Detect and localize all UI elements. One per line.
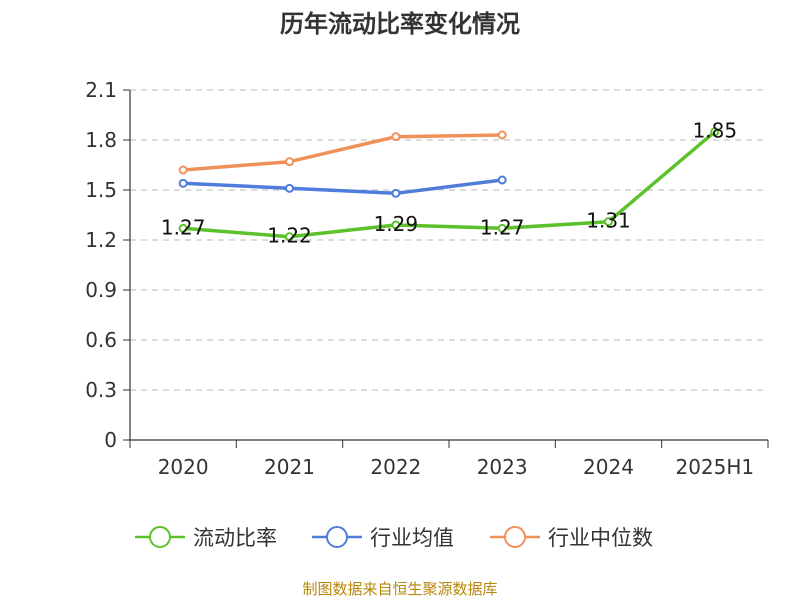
legend-swatch-circle (504, 526, 526, 548)
data-label-2025H1: 1.85 (693, 119, 738, 143)
series-line-2 (183, 133, 503, 172)
data-point-s2-2020 (178, 165, 188, 175)
y-tick-label: 1.8 (85, 128, 117, 152)
data-label-2020: 1.27 (161, 215, 206, 239)
chart-title: 历年流动比率变化情况 (280, 10, 520, 38)
grid-lines (130, 89, 768, 391)
legend-item-2[interactable]: 行业中位数 (490, 526, 653, 550)
data-point-s2-2022 (391, 132, 401, 142)
series-group (178, 127, 720, 242)
y-tick-label: 0.3 (85, 378, 117, 402)
series-line-1 (183, 178, 503, 196)
data-labels: 1.27 1.22 1.29 1.27 1.31 1.85 (161, 119, 737, 248)
legend-swatch-circle (149, 526, 171, 548)
data-point-s0-2021 (285, 232, 294, 242)
x-tick-label-2021: 2021 (264, 455, 315, 479)
y-tick-label: 2.1 (85, 78, 117, 102)
y-tick-label: 0 (104, 428, 117, 452)
legend-swatch-circle (326, 526, 348, 548)
x-tick-label-2020: 2020 (158, 455, 209, 479)
data-point-s1-2022 (391, 188, 401, 198)
data-point-s0-2023 (497, 223, 507, 233)
x-tick-label-2025H1: 2025H1 (675, 455, 754, 479)
legend-label: 行业均值 (370, 526, 454, 550)
legend-label: 行业中位数 (548, 526, 653, 550)
y-tick-label: 1.5 (85, 178, 117, 202)
data-point-s0-2020 (178, 223, 188, 233)
data-label-2024: 1.31 (586, 209, 631, 233)
legend[interactable]: 流动比率 行业均值 行业中位数 (135, 526, 653, 550)
data-label-2021: 1.22 (267, 224, 312, 248)
x-tick-label-2022: 2022 (370, 455, 421, 479)
x-tick-label-2024: 2024 (583, 455, 634, 479)
data-point-s1-2020 (178, 178, 188, 188)
axes: 0 0.3 0.6 0.9 1.2 1.5 1.8 2.1 2020 2021 2022 2023 20… (85, 78, 769, 479)
y-tick-label: 1.2 (85, 228, 117, 252)
legend-item-1[interactable]: 行业均值 (312, 526, 454, 550)
data-point-s0-2024 (604, 217, 613, 227)
data-label-2022: 1.29 (374, 212, 419, 236)
legend-label: 流动比率 (193, 526, 277, 550)
data-point-s0-2025H1 (710, 127, 720, 137)
data-point-s2-2021 (285, 157, 294, 167)
legend-item-0[interactable]: 流动比率 (135, 526, 277, 550)
series-line-0 (183, 130, 716, 239)
data-point-s1-2023 (497, 175, 507, 185)
data-point-s0-2022 (391, 220, 401, 230)
data-point-s1-2021 (285, 183, 294, 193)
x-tick-label-2023: 2023 (477, 455, 528, 479)
data-label-2023: 1.27 (480, 215, 525, 239)
y-tick-label: 0.9 (85, 278, 117, 302)
y-tick-label: 0.6 (85, 328, 117, 352)
data-point-s2-2023 (497, 130, 507, 140)
source-note: 制图数据来自恒生聚源数据库 (302, 580, 497, 598)
